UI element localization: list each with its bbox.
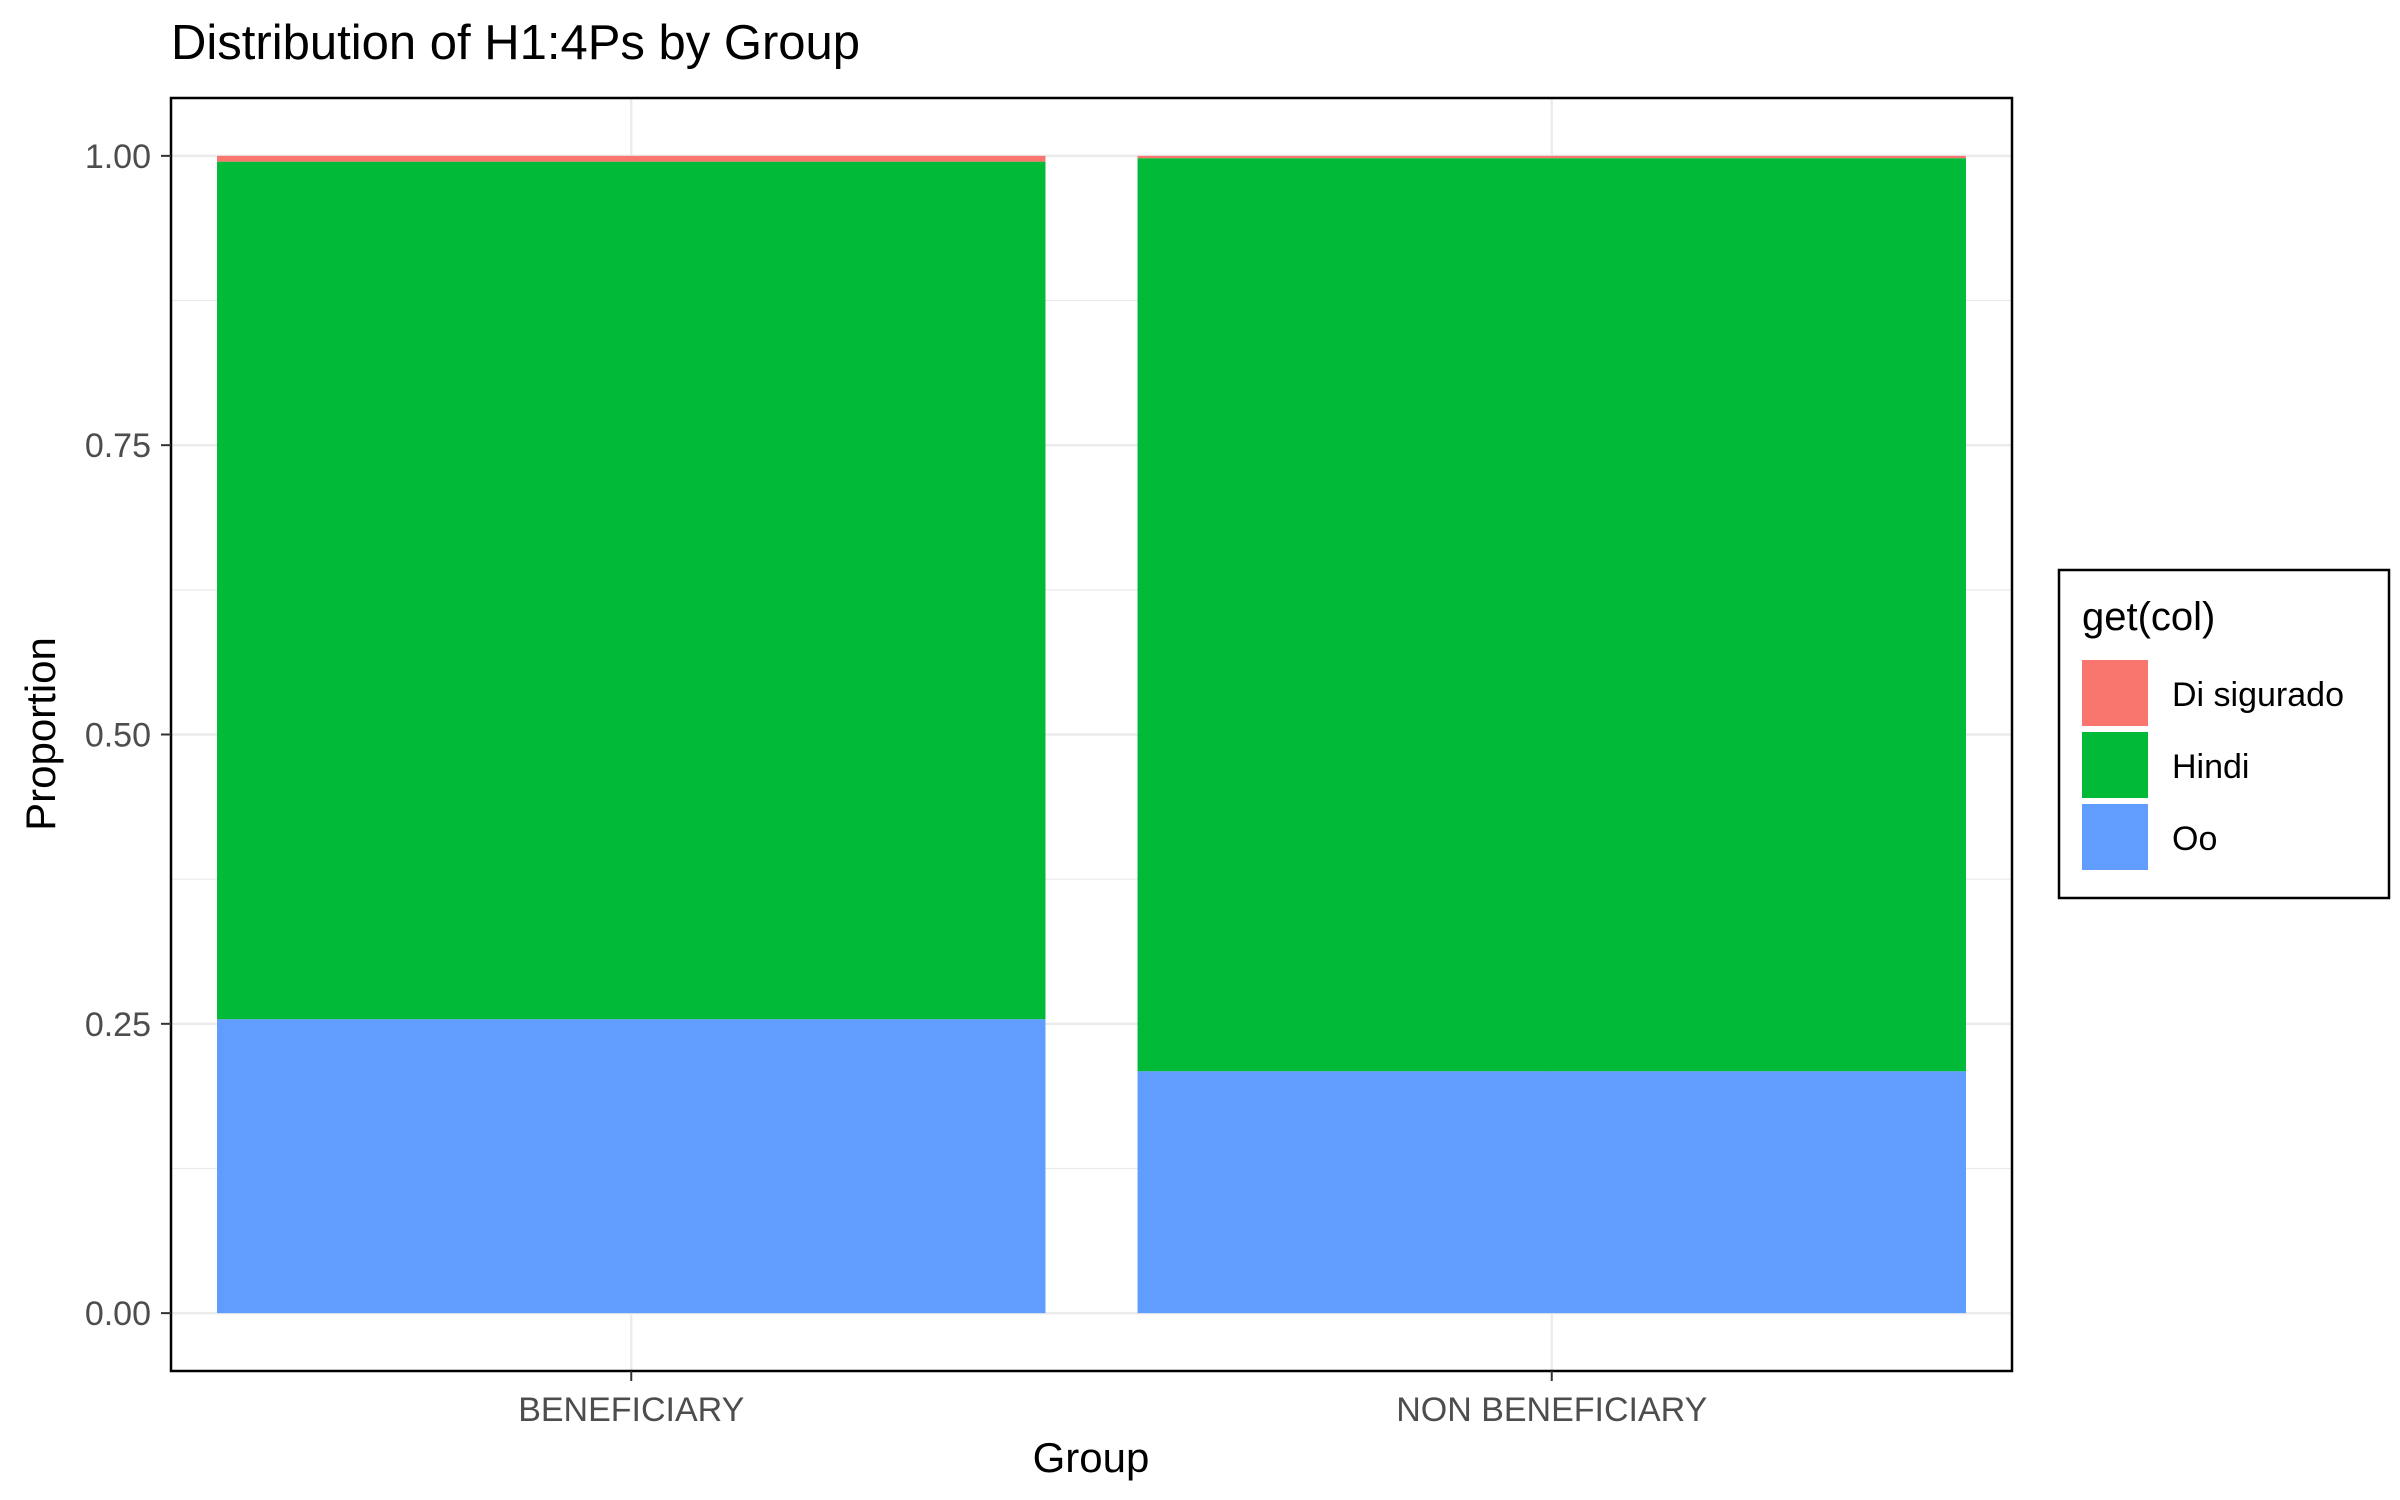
x-tick-label: BENEFICIARY bbox=[518, 1391, 744, 1429]
x-tick-label: NON BENEFICIARY bbox=[1396, 1391, 1707, 1429]
legend-swatch bbox=[2082, 804, 2148, 870]
legend-items: Di sigurado Hindi Oo bbox=[2082, 660, 2344, 870]
legend-label: Oo bbox=[2172, 820, 2217, 858]
y-axis-title: Proportion bbox=[17, 637, 64, 831]
legend-swatch bbox=[2082, 660, 2148, 726]
bar-segment bbox=[217, 1019, 1046, 1314]
bar-segment bbox=[1137, 158, 1966, 1072]
bar-segment bbox=[1137, 155, 1966, 159]
y-tick-label: 1.00 bbox=[85, 138, 151, 176]
bars bbox=[217, 155, 1966, 1314]
x-axis: BENEFICIARY NON BENEFICIARY bbox=[518, 1371, 1707, 1429]
y-tick-label: 0.50 bbox=[85, 717, 151, 755]
y-tick-label: 0.75 bbox=[85, 427, 151, 465]
y-tick-label: 0.00 bbox=[85, 1295, 151, 1333]
y-axis: 0.00 0.25 0.50 0.75 1.00 bbox=[85, 138, 171, 1333]
plot-panel bbox=[169, 96, 2014, 1373]
legend-label: Di sigurado bbox=[2172, 676, 2344, 714]
chart-title: Distribution of H1:4Ps by Group bbox=[171, 16, 860, 70]
legend-title: get(col) bbox=[2082, 595, 2215, 639]
y-tick-label: 0.25 bbox=[85, 1006, 151, 1044]
bar-segment bbox=[217, 155, 1046, 162]
legend-label: Hindi bbox=[2172, 748, 2249, 786]
bar-segment bbox=[217, 161, 1046, 1020]
legend-swatch bbox=[2082, 732, 2148, 798]
bar-segment bbox=[1137, 1071, 1966, 1314]
legend: get(col) Di sigurado Hindi Oo bbox=[2057, 568, 2391, 900]
x-axis-title: Group bbox=[1033, 1434, 1150, 1481]
